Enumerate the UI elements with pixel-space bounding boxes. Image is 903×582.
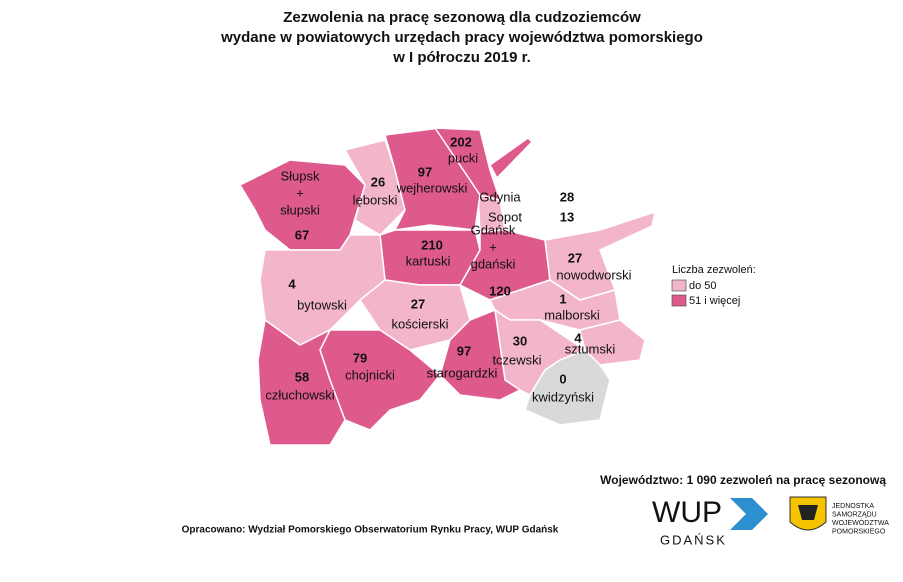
total: Województwo: 1 090 zezwoleń na pracę sez… bbox=[600, 473, 886, 487]
region bbox=[259, 234, 386, 346]
title-line: w I półroczu 2019 r. bbox=[392, 49, 531, 66]
legend-swatch bbox=[671, 294, 687, 307]
region-value: 4 bbox=[288, 276, 296, 291]
region-value: 27 bbox=[568, 250, 582, 265]
region-name: chojnicki bbox=[345, 367, 395, 382]
region-value: 210 bbox=[421, 237, 443, 252]
region-name: bytowski bbox=[297, 297, 347, 312]
region bbox=[439, 308, 522, 401]
region-name: + bbox=[296, 185, 304, 200]
region-name: kwidzyński bbox=[532, 389, 594, 404]
hel-peninsula bbox=[489, 137, 534, 180]
region-name: nowodworski bbox=[556, 267, 631, 282]
region bbox=[524, 349, 611, 426]
title-line: wydane w powiatowych urzędach pracy woje… bbox=[220, 29, 703, 46]
region-name: malborski bbox=[544, 307, 600, 322]
region-name: Słupsk bbox=[280, 168, 320, 183]
region-name: pucki bbox=[448, 150, 478, 165]
city-value: 13 bbox=[560, 209, 574, 224]
logo-wup: WUP bbox=[652, 496, 722, 529]
region-name: gdański bbox=[471, 256, 516, 271]
logo-wup-city: GDAŃSK bbox=[660, 532, 727, 547]
region-name: słupski bbox=[280, 202, 320, 217]
region-name: starogardzki bbox=[427, 365, 498, 380]
region bbox=[257, 318, 346, 446]
region-name: lęborski bbox=[353, 192, 398, 207]
region-name: Gdańsk bbox=[471, 222, 516, 237]
region-value: 120 bbox=[489, 283, 511, 298]
region-value: 97 bbox=[418, 164, 432, 179]
region bbox=[343, 139, 406, 236]
legend-swatch bbox=[671, 279, 687, 292]
title-line: Zezwolenia na pracę sezonową dla cudzozi… bbox=[283, 9, 641, 26]
region-name: człuchowski bbox=[265, 387, 334, 402]
legend-label: do 50 bbox=[689, 280, 717, 292]
logo-region-line: JEDNOSTKA bbox=[832, 503, 874, 510]
region-name: sztumski bbox=[565, 341, 616, 356]
region-value: 67 bbox=[295, 227, 309, 242]
logo-region-line: POMORSKIEGO bbox=[832, 528, 886, 535]
region bbox=[433, 127, 502, 202]
logo-region-line: WOJEWÓDZTWA bbox=[832, 518, 889, 527]
region-value: 202 bbox=[450, 134, 472, 149]
region-value: 58 bbox=[295, 369, 309, 384]
region-name: kościerski bbox=[391, 316, 448, 331]
city-name: Gdynia bbox=[479, 189, 521, 204]
griffin bbox=[798, 505, 818, 520]
region-value: 0 bbox=[559, 371, 566, 386]
city-value: 28 bbox=[560, 189, 574, 204]
legend-title: Liczba zezwoleń: bbox=[672, 264, 756, 276]
legend-label: 51 i więcej bbox=[689, 295, 740, 307]
region-name: wejherowski bbox=[396, 180, 468, 195]
region-value: 27 bbox=[411, 296, 425, 311]
region-value: 79 bbox=[353, 350, 367, 365]
region-name: + bbox=[489, 239, 497, 254]
source: Opracowano: Wydział Pomorskiego Obserwat… bbox=[182, 525, 559, 536]
region-value: 1 bbox=[559, 291, 566, 306]
region-name: kartuski bbox=[406, 253, 451, 268]
region-name: tczewski bbox=[492, 352, 541, 367]
region-value: 26 bbox=[371, 174, 385, 189]
region-value: 97 bbox=[457, 343, 471, 358]
city-name: Sopot bbox=[488, 209, 522, 224]
region-value: 4 bbox=[574, 330, 582, 345]
region-value: 30 bbox=[513, 333, 527, 348]
logo-region-line: SAMORZĄDU bbox=[832, 511, 877, 518]
logo-arrow bbox=[730, 498, 768, 530]
